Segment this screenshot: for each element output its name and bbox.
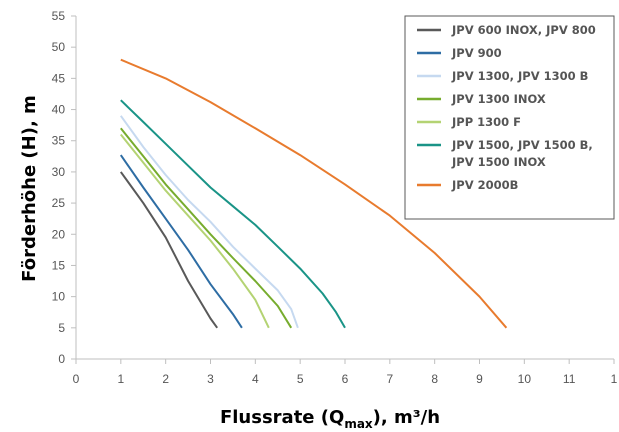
x-axis-title-prefix: Flussrate (Q [220, 407, 344, 428]
x-tick-label: 6 [342, 372, 349, 386]
legend-label-2: JPV 1300, JPV 1300 B [451, 69, 588, 83]
legend-label-4: JPP 1300 F [451, 115, 521, 129]
y-tick-label: 45 [52, 71, 66, 85]
x-tick-label: 3 [207, 372, 214, 386]
x-tick-label: 1 [117, 372, 124, 386]
x-axis-title-suffix: ), m³/h [373, 407, 440, 428]
y-tick-label: 20 [52, 227, 66, 241]
axis-titles: Förderhöhe (H), m Flussrate (Qmax), m³/h [19, 95, 440, 431]
y-tick-label: 15 [52, 258, 66, 272]
series-line-2 [119, 115, 299, 329]
series-line-4 [120, 133, 270, 329]
x-axis-title: Flussrate (Qmax), m³/h [220, 407, 440, 431]
legend-label-1: JPV 900 [451, 46, 502, 60]
y-axis-title: Förderhöhe (H), m [19, 95, 40, 282]
x-tick-label: 0 [73, 372, 80, 386]
series-line-3 [120, 127, 293, 329]
y-tick-label: 5 [58, 321, 65, 335]
series-line-6 [120, 58, 508, 329]
y-tick-label: 40 [52, 103, 66, 117]
x-tick-label: 4 [252, 372, 259, 386]
legend-label-6: JPV 2000B [451, 178, 518, 192]
y-tick-label: 30 [52, 165, 66, 179]
legend-label-5: JPV 1500, JPV 1500 B, [451, 138, 593, 152]
x-tick-label: 11 [563, 372, 576, 386]
x-tick-label: 5 [297, 372, 304, 386]
y-tick-label: 50 [52, 40, 66, 54]
x-axis-title-subscript: max [344, 417, 373, 431]
y-tick-label: 25 [52, 196, 66, 210]
x-tick-label: 9 [476, 372, 483, 386]
series-line-5 [120, 99, 346, 329]
x-tick-label: 8 [431, 372, 438, 386]
x-tick-label: 1 [611, 372, 618, 386]
legend-label-3: JPV 1300 INOX [451, 92, 546, 106]
y-tick-label: 0 [58, 352, 65, 366]
series-line-0 [119, 171, 219, 329]
legend: JPV 600 INOX, JPV 800 JPV 900 JPV 1300, JP… [404, 15, 615, 220]
y-tick-label: 55 [52, 9, 66, 23]
x-tick-label: 2 [162, 372, 169, 386]
y-tick-label: 10 [52, 290, 66, 304]
legend-label-0: JPV 600 INOX, JPV 800 [451, 23, 596, 37]
x-tick-label: 7 [386, 372, 393, 386]
x-tick-label: 10 [518, 372, 532, 386]
series-layer [119, 58, 508, 329]
legend-label-5: JPV 1500 INOX [451, 155, 546, 169]
series-line-1 [119, 154, 243, 329]
y-tick-label: 35 [52, 134, 66, 148]
